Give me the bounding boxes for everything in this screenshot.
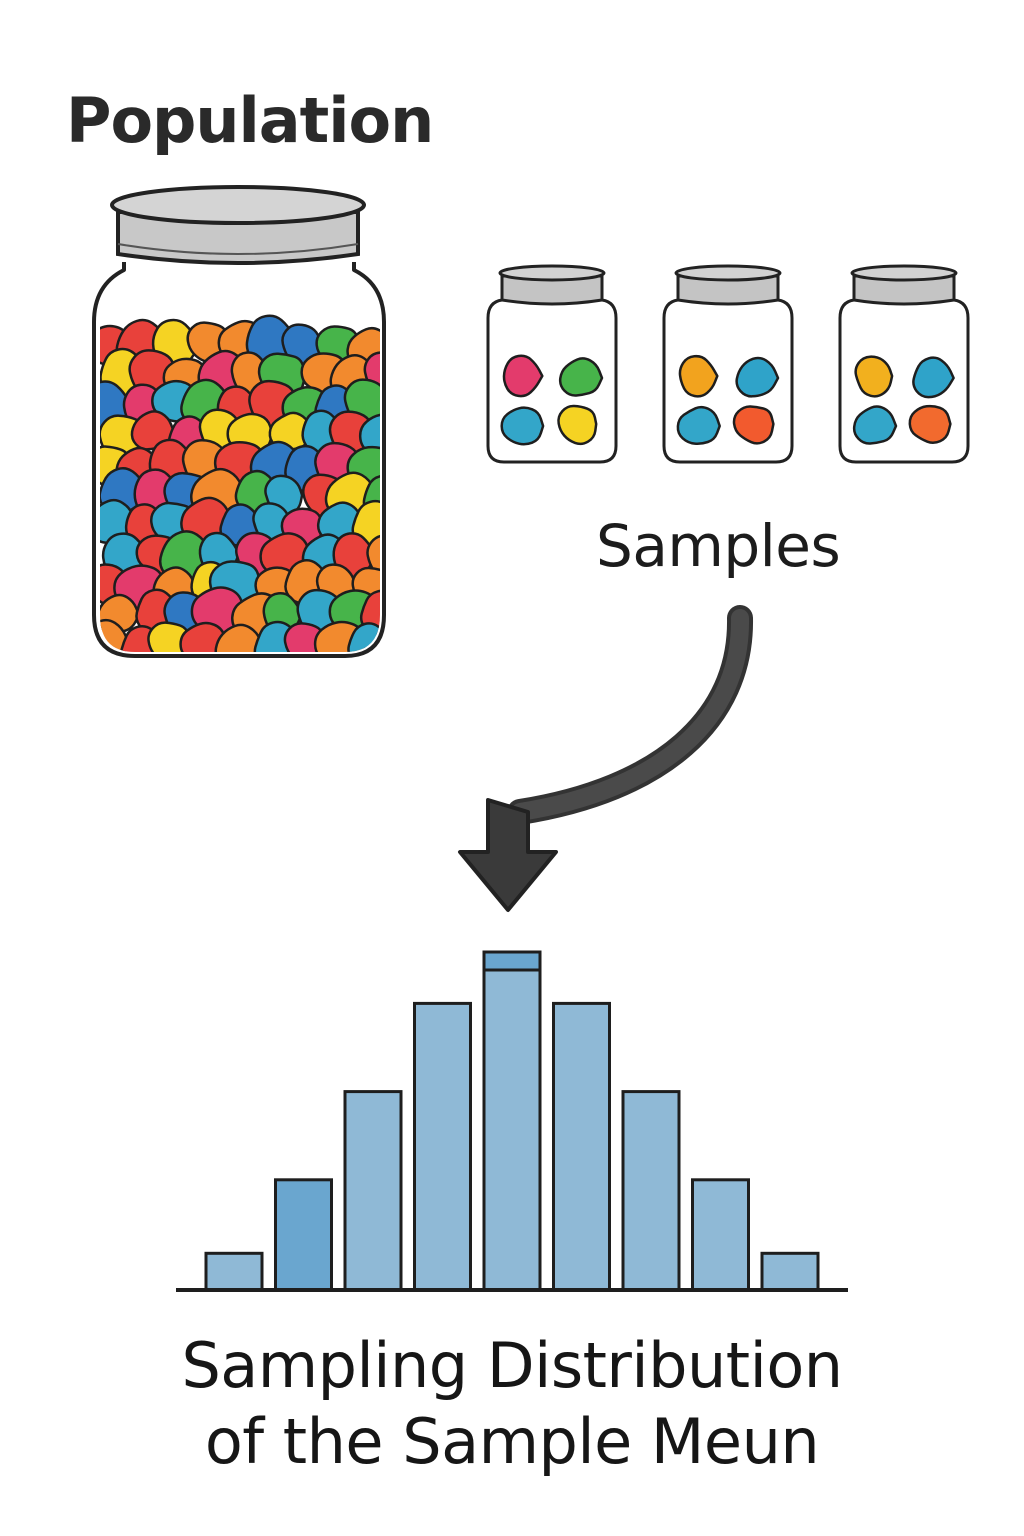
histogram-bar xyxy=(621,1090,681,1292)
sample-jar-lid xyxy=(500,274,604,306)
population-jar xyxy=(92,185,386,658)
sample-candy xyxy=(678,354,719,398)
caption-line-1: Sampling Distribution xyxy=(181,1329,843,1402)
candy xyxy=(179,621,229,652)
histogram-bar xyxy=(343,1090,403,1292)
sample-candy xyxy=(854,355,894,398)
sample-jar xyxy=(838,264,970,464)
sample-jar-lid xyxy=(676,274,780,306)
population-jar-body xyxy=(92,262,386,658)
population-jar-lid xyxy=(110,185,366,265)
candy xyxy=(147,621,192,652)
sample-candy xyxy=(502,354,544,398)
sample-candy xyxy=(908,404,952,444)
candy xyxy=(283,622,327,652)
curved-arrow xyxy=(458,605,754,912)
histogram-bar xyxy=(274,1178,333,1292)
sample-jar xyxy=(486,264,618,464)
sample-jar-lid-top xyxy=(850,264,958,282)
sample-candy xyxy=(500,406,545,446)
candy xyxy=(214,623,265,652)
histogram-bar xyxy=(552,1001,611,1292)
histogram-bar xyxy=(691,1178,750,1292)
sample-jar xyxy=(662,264,794,464)
sample-jar-lid-top xyxy=(498,264,606,282)
chart-caption: Sampling Distribution of the Sample Meun xyxy=(112,1328,912,1480)
sample-candy xyxy=(676,405,721,445)
caption-line-2: of the Sample Meun xyxy=(204,1405,820,1478)
population-candies xyxy=(100,314,380,652)
sample-jars xyxy=(486,264,970,464)
histogram-bar xyxy=(413,1001,472,1292)
sample-candy xyxy=(558,357,604,397)
sample-jar-lid xyxy=(852,274,956,306)
sample-candy xyxy=(732,405,775,445)
sample-candy xyxy=(735,356,780,398)
population-label: Population xyxy=(66,84,434,157)
sampling-distribution-histogram xyxy=(176,950,848,1292)
histogram-bar xyxy=(204,1251,264,1292)
histogram-bar-cap xyxy=(482,950,542,972)
sample-candy xyxy=(557,404,598,446)
arrow-head xyxy=(458,798,558,912)
samples-label: Samples xyxy=(596,512,841,580)
histogram-bar xyxy=(482,950,542,1292)
histogram-bar xyxy=(760,1251,820,1292)
sample-candy xyxy=(912,356,955,399)
sample-candy xyxy=(852,405,898,445)
sample-jar-lid-top xyxy=(674,264,782,282)
